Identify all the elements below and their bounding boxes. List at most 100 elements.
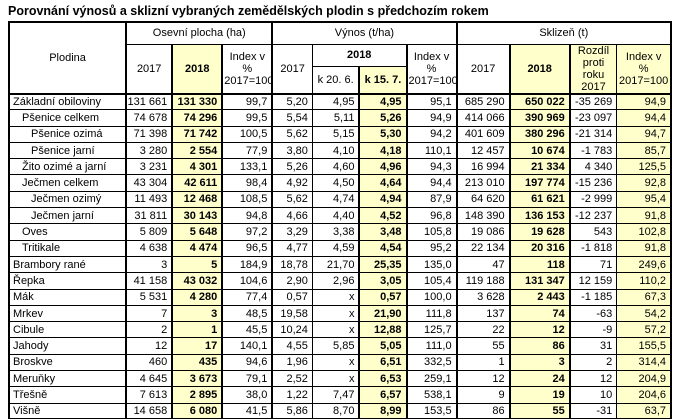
cell-harvest-2017: 414 066 xyxy=(455,109,511,127)
cell-harvest-index: 95,4 xyxy=(616,190,672,209)
cell-yield-july15: 3,05 xyxy=(358,272,408,290)
cell-yield-july15: 4,54 xyxy=(358,239,408,257)
column-header-harvest-difference: Rozdíl proti roku 2017 xyxy=(569,43,618,94)
cell-area-2018: 5 648 xyxy=(171,223,224,241)
table-row: Ječmen jarní 31 811 30 143 94,8 4,66 4,4… xyxy=(8,207,672,225)
cell-yield-2017: 18,78 xyxy=(271,255,313,274)
cell-harvest-2017: 9 xyxy=(455,386,511,404)
cell-area-2017: 14 658 xyxy=(125,402,173,419)
table-row: Višně 14 658 6 080 41,5 5,86 8,70 8,99 1… xyxy=(8,402,672,419)
cell-harvest-2017: 213 010 xyxy=(455,174,511,192)
cell-harvest-2018: 21 334 xyxy=(508,158,571,176)
cell-harvest-difference: 2 xyxy=(569,353,618,372)
column-header-yield-2018: 2018 xyxy=(311,43,408,67)
cell-area-2018: 131 330 xyxy=(171,92,224,111)
cell-yield-index: 94,3 xyxy=(406,158,458,176)
cell-harvest-index: 204,9 xyxy=(616,370,672,388)
cell-harvest-2017: 401 609 xyxy=(455,125,511,143)
cell-area-2017: 3 231 xyxy=(125,158,173,176)
cell-area-index: 77,9 xyxy=(221,141,273,160)
cell-area-2017: 41 158 xyxy=(125,272,173,290)
cell-harvest-2017: 47 xyxy=(455,255,511,274)
cell-area-index: 96,5 xyxy=(221,239,273,257)
cell-area-index: 41,5 xyxy=(221,402,273,419)
cell-yield-june20: 4,50 xyxy=(311,174,360,192)
table-row: Základní obiloviny 131 661 131 330 99,7 … xyxy=(8,92,672,111)
cell-harvest-index: 125,5 xyxy=(616,158,672,176)
cell-harvest-2017: 86 xyxy=(455,402,511,419)
table-row: Žito ozimé a jarní 3 231 4 301 133,1 5,2… xyxy=(8,158,672,176)
column-header-harvest-index: Index v % 2017=100 xyxy=(616,43,672,94)
cell-yield-2017: 1,96 xyxy=(271,353,313,372)
cell-area-2018: 3 673 xyxy=(171,370,224,388)
cell-area-index: 94,8 xyxy=(221,207,273,225)
cell-harvest-difference: -35 269 xyxy=(569,92,618,111)
cell-harvest-2018: 86 xyxy=(508,337,571,355)
cell-harvest-2018: 19 628 xyxy=(508,223,571,241)
cell-area-2017: 131 661 xyxy=(125,92,173,111)
cell-yield-june20: 3,38 xyxy=(311,223,360,241)
cell-area-2018: 1 xyxy=(171,321,224,339)
cell-harvest-index: 92,8 xyxy=(616,174,672,192)
group-header-sown-area: Osevní plocha (ha) xyxy=(125,21,273,45)
cell-harvest-2018: 10 674 xyxy=(508,141,571,160)
cell-area-2018: 71 742 xyxy=(171,125,224,143)
cell-yield-2017: 2,52 xyxy=(271,370,313,388)
cell-yield-june20: x xyxy=(311,370,360,388)
cell-yield-july15: 4,94 xyxy=(358,190,408,209)
cell-yield-index: 111,8 xyxy=(406,304,458,323)
cell-yield-july15: 6,57 xyxy=(358,386,408,404)
cell-yield-july15: 6,53 xyxy=(358,370,408,388)
cell-yield-july15: 3,48 xyxy=(358,223,408,241)
table-row: Brambory rané 3 5 184,9 18,78 21,70 25,3… xyxy=(8,255,672,274)
column-header-yield-june20: k 20. 6. xyxy=(311,65,360,95)
crop-name-cell: Mák xyxy=(8,288,128,306)
cell-yield-2017: 1,22 xyxy=(271,386,313,404)
column-header-area-2017: 2017 xyxy=(125,43,173,94)
cell-area-2017: 4 638 xyxy=(125,239,173,257)
cell-yield-index: 332,5 xyxy=(406,353,458,372)
crop-name-cell: Oves xyxy=(8,223,128,241)
cell-area-index: 99,7 xyxy=(221,92,273,111)
cell-area-2018: 4 301 xyxy=(171,158,224,176)
cell-yield-july15: 25,35 xyxy=(358,255,408,274)
crop-name-cell: Řepka xyxy=(8,272,128,290)
cell-yield-july15: 0,57 xyxy=(358,288,408,306)
cell-harvest-difference: -31 xyxy=(569,402,618,419)
table-header: Plodina Osevní plocha (ha) Výnos (t/ha) … xyxy=(8,21,672,95)
crop-name-cell: Mrkev xyxy=(8,304,128,323)
cell-yield-july15: 5,26 xyxy=(358,109,408,127)
cell-yield-june20: 4,95 xyxy=(311,92,360,111)
group-header-yield: Výnos (t/ha) xyxy=(271,21,458,45)
cell-yield-june20: 2,96 xyxy=(311,272,360,290)
cell-harvest-2018: 55 xyxy=(508,402,571,419)
cell-yield-index: 94,2 xyxy=(406,125,458,143)
cell-yield-index: 100,0 xyxy=(406,288,458,306)
cell-yield-july15: 4,18 xyxy=(358,141,408,160)
cell-harvest-index: 91,8 xyxy=(616,207,672,225)
cell-area-2018: 6 080 xyxy=(171,402,224,419)
cell-harvest-2017: 12 xyxy=(455,370,511,388)
cell-area-2017: 7 613 xyxy=(125,386,173,404)
cell-harvest-difference: -15 236 xyxy=(569,174,618,192)
cell-harvest-2018: 12 xyxy=(508,321,571,339)
cell-harvest-index: 54,2 xyxy=(616,304,672,323)
cell-harvest-2017: 22 xyxy=(455,321,511,339)
cell-area-2018: 5 xyxy=(171,255,224,274)
cell-yield-index: 110,1 xyxy=(406,141,458,160)
cell-yield-2017: 5,20 xyxy=(271,92,313,111)
cell-area-index: 184,9 xyxy=(221,255,273,274)
column-header-area-index: Index v % 2017=100 xyxy=(221,43,273,94)
cell-harvest-index: 155,5 xyxy=(616,337,672,355)
column-header-yield-2017: 2017 xyxy=(271,43,313,94)
cell-yield-june20: 4,59 xyxy=(311,239,360,257)
cell-harvest-index: 85,7 xyxy=(616,141,672,160)
cell-area-2018: 3 xyxy=(171,304,224,323)
cell-area-2018: 17 xyxy=(171,337,224,355)
cell-area-index: 100,5 xyxy=(221,125,273,143)
cell-yield-july15: 4,52 xyxy=(358,207,408,225)
cell-yield-june20: 4,10 xyxy=(311,141,360,160)
cell-harvest-2017: 55 xyxy=(455,337,511,355)
column-header-area-2018: 2018 xyxy=(171,43,224,94)
cell-harvest-2018: 380 296 xyxy=(508,125,571,143)
